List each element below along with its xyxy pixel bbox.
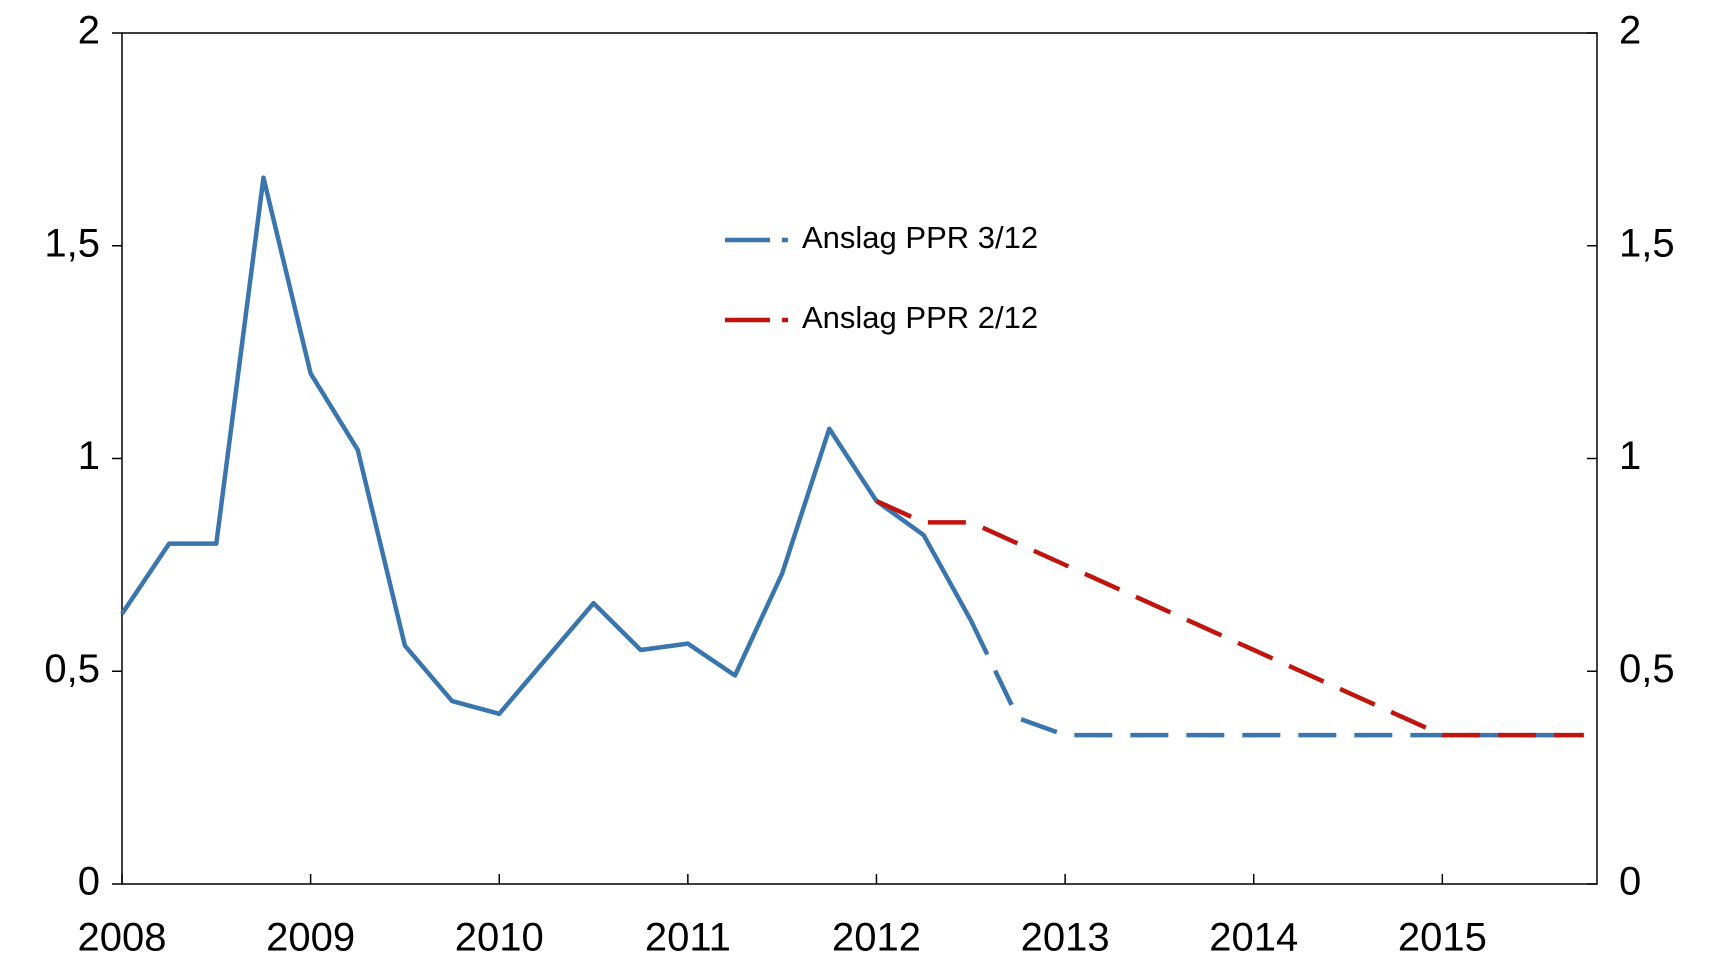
series-line [875,498,1584,738]
y-tick-label: 2 [78,9,100,53]
series-line [120,175,973,717]
x-tick-label: 2009 [266,916,355,960]
x-tick-label: 2011 [645,916,731,960]
y2-tick-label: 1,5 [1619,221,1675,265]
x-tick-label: 2015 [1398,916,1487,960]
y2-tick-label: 0,5 [1619,647,1675,691]
series-line [968,619,1584,738]
y-tick-label: 1 [78,434,100,478]
x-tick-label: 2013 [1021,916,1110,960]
y-tick-label: 1,5 [44,221,100,265]
y2-tick-label: 1 [1619,434,1641,478]
y2-tick-label: 0 [1619,860,1641,904]
x-tick-label: 2014 [1209,916,1298,960]
legend-label: Anslag PPR 2/12 [802,300,1038,335]
y-tick-label: 0 [78,860,100,904]
plot-frame [121,32,1598,885]
x-tick-label: 2010 [455,916,544,960]
y2-tick-label: 2 [1619,9,1641,53]
legend-label: Anslag PPR 3/12 [802,220,1038,255]
y-tick-label: 0,5 [44,647,100,691]
x-tick-label: 2012 [832,916,921,960]
x-tick-label: 2008 [78,916,167,960]
